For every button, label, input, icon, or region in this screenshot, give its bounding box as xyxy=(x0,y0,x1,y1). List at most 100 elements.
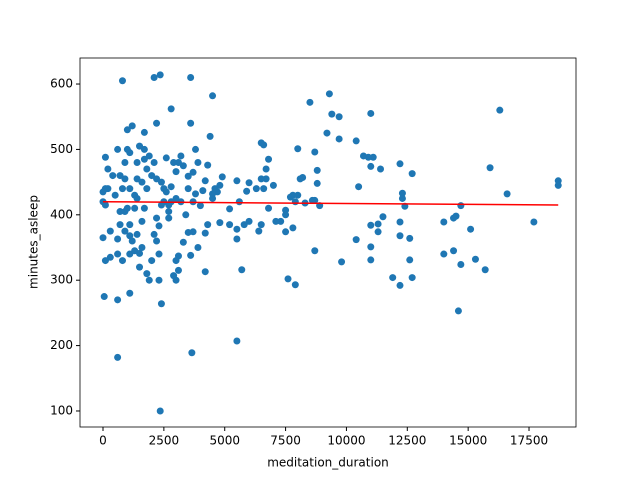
x-tick-label: 17500 xyxy=(510,434,548,448)
point xyxy=(226,205,234,213)
point xyxy=(118,257,126,265)
point xyxy=(148,172,156,180)
point xyxy=(352,236,360,244)
point xyxy=(233,235,241,243)
point xyxy=(150,158,158,166)
point xyxy=(206,132,214,140)
point xyxy=(291,281,299,289)
point xyxy=(286,193,294,201)
point xyxy=(252,185,260,193)
point xyxy=(554,181,562,189)
point xyxy=(116,208,124,216)
point xyxy=(143,185,151,193)
point xyxy=(530,218,538,226)
x-tick-label: 10000 xyxy=(327,434,365,448)
point xyxy=(101,153,109,161)
point xyxy=(172,194,180,202)
point xyxy=(153,119,161,127)
y-tick-label: 200 xyxy=(50,338,73,352)
point xyxy=(101,257,109,265)
point xyxy=(121,227,129,235)
point xyxy=(150,230,158,238)
point xyxy=(128,122,136,130)
point xyxy=(233,177,241,185)
point xyxy=(406,256,414,264)
point xyxy=(177,152,185,160)
point xyxy=(126,221,134,229)
point xyxy=(282,228,290,236)
point xyxy=(396,160,404,168)
point xyxy=(282,211,290,219)
point xyxy=(211,185,219,193)
point xyxy=(240,221,248,229)
point xyxy=(192,190,200,198)
point xyxy=(170,158,178,166)
point xyxy=(194,158,202,166)
point xyxy=(187,251,195,259)
point xyxy=(126,185,134,193)
point xyxy=(408,170,416,178)
point xyxy=(170,272,178,280)
point xyxy=(406,234,414,242)
point xyxy=(265,155,273,163)
point xyxy=(199,187,207,195)
point xyxy=(398,189,406,197)
point xyxy=(450,247,458,255)
point xyxy=(104,165,112,173)
point xyxy=(184,185,192,193)
x-tick-label: 15000 xyxy=(449,434,487,448)
point xyxy=(133,158,141,166)
point xyxy=(260,141,268,149)
point xyxy=(260,185,268,193)
point xyxy=(126,289,134,297)
point xyxy=(123,145,131,153)
point xyxy=(313,166,321,174)
point xyxy=(118,77,126,85)
point xyxy=(156,71,164,79)
point xyxy=(216,219,224,227)
y-tick-label: 600 xyxy=(50,77,73,91)
x-tick-label: 7500 xyxy=(270,434,301,448)
point xyxy=(167,183,175,191)
point xyxy=(289,224,297,232)
point xyxy=(335,135,343,143)
point xyxy=(209,92,217,100)
x-tick-label: 5000 xyxy=(209,434,240,448)
point xyxy=(233,337,241,345)
point xyxy=(245,179,253,187)
point xyxy=(204,221,212,229)
point xyxy=(182,211,190,219)
point xyxy=(338,258,346,266)
point xyxy=(233,225,241,233)
point xyxy=(255,227,263,235)
point xyxy=(131,204,139,212)
point xyxy=(226,221,234,229)
point xyxy=(262,175,270,183)
point xyxy=(503,190,511,198)
point xyxy=(138,217,146,225)
point xyxy=(369,153,377,161)
point xyxy=(323,129,331,137)
point xyxy=(440,250,448,258)
point xyxy=(454,307,462,315)
point xyxy=(148,257,156,265)
point xyxy=(189,168,197,176)
point xyxy=(367,243,375,251)
y-tick-label: 500 xyxy=(50,142,73,156)
point xyxy=(389,274,397,282)
point xyxy=(138,178,146,186)
point xyxy=(238,266,246,274)
point xyxy=(114,250,122,258)
point xyxy=(138,244,146,252)
point xyxy=(189,228,197,236)
point xyxy=(187,73,195,81)
point xyxy=(157,300,165,308)
point xyxy=(116,221,124,229)
point xyxy=(136,142,144,150)
point xyxy=(450,214,458,222)
trend-line xyxy=(102,200,559,206)
point xyxy=(374,220,382,228)
point xyxy=(272,217,280,225)
point xyxy=(367,221,375,229)
